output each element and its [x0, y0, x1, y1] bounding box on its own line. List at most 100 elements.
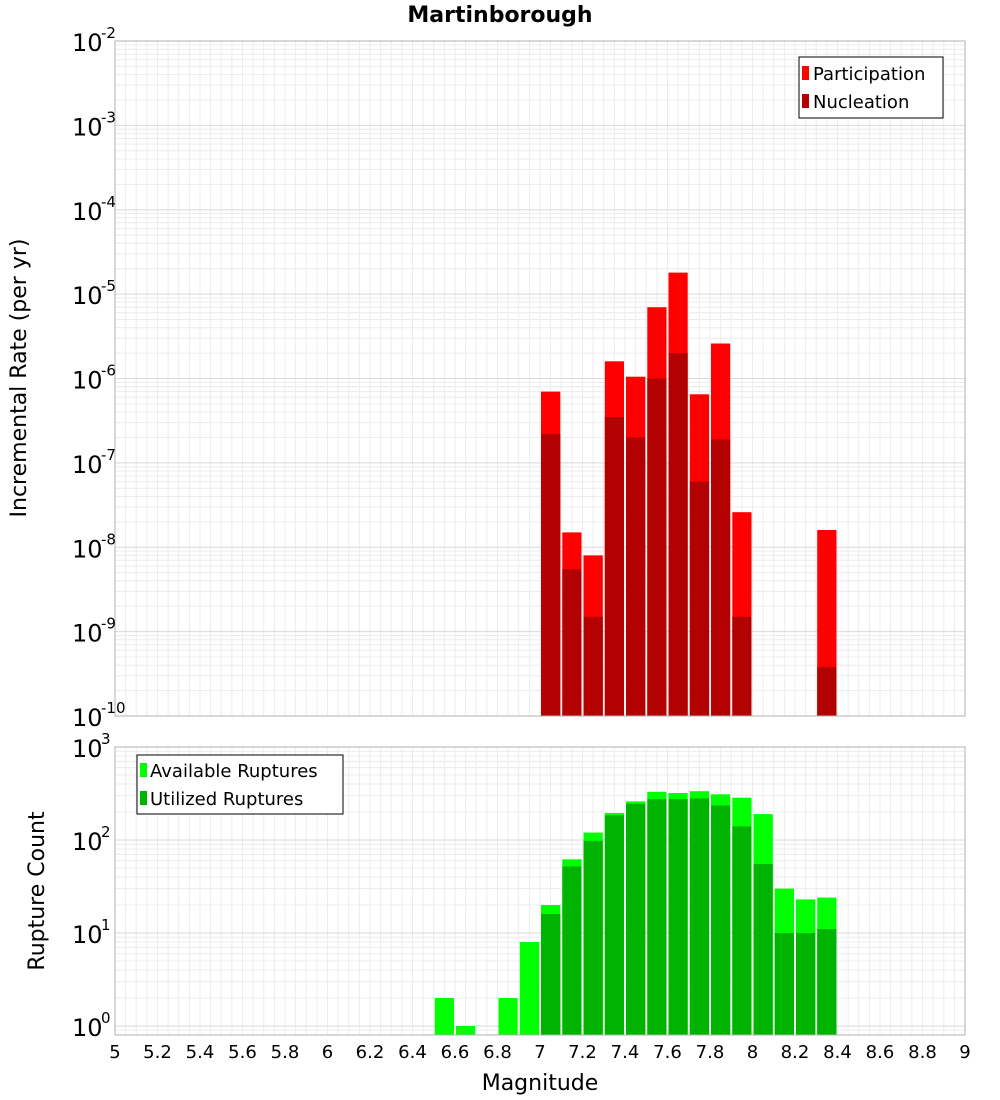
count-bar-utilized-ruptures — [604, 815, 624, 1035]
rate-y-tick-exponent: -8 — [101, 530, 116, 548]
x-tick-label: 8.4 — [823, 1042, 852, 1063]
rate-bar-nucleation — [604, 417, 624, 716]
rate-y-tick-exponent: -10 — [101, 699, 126, 717]
x-tick-label: 5.6 — [228, 1042, 257, 1063]
rate-legend: Participation Nucleation — [798, 56, 944, 119]
x-tick-label: 7.6 — [653, 1042, 682, 1063]
x-tick-label: 7.2 — [568, 1042, 597, 1063]
rate-legend-box — [798, 56, 944, 119]
rate-grid — [114, 40, 966, 717]
legend-swatch-participation — [802, 66, 809, 80]
count-bar-utilized-ruptures — [753, 864, 773, 1035]
count-y-tick-exponent: 2 — [101, 823, 111, 841]
x-tick-label: 6 — [322, 1042, 333, 1063]
x-tick-label: 6.4 — [398, 1042, 427, 1063]
rate-bars — [541, 272, 837, 716]
count-y-tick-label: 10 — [72, 735, 103, 763]
count-y-tick-exponent: 3 — [101, 730, 111, 748]
count-y-tick-label: 10 — [72, 921, 103, 949]
rate-bar-nucleation — [711, 439, 731, 716]
x-tick-label: 9 — [959, 1042, 970, 1063]
count-bar-available-ruptures — [519, 942, 540, 1035]
count-bar-utilized-ruptures — [647, 799, 667, 1035]
count-y-tick-label: 10 — [72, 828, 103, 856]
rate-bar-nucleation — [817, 667, 837, 716]
count-legend-box — [136, 754, 344, 815]
rate-y-tick-label: 10 — [72, 29, 103, 57]
legend-swatch-nucleation — [802, 94, 809, 108]
count-bar-utilized-ruptures — [541, 914, 561, 1035]
rate-bar-nucleation — [626, 437, 646, 716]
rate-y-tick-exponent: -7 — [101, 446, 116, 464]
x-tick-label: 5.8 — [271, 1042, 300, 1063]
count-bar-utilized-ruptures — [796, 933, 816, 1035]
x-tick-label: 6.8 — [483, 1042, 512, 1063]
count-bar-utilized-ruptures — [817, 929, 837, 1035]
count-bar-utilized-ruptures — [562, 866, 582, 1035]
x-tick-label: 8.2 — [781, 1042, 810, 1063]
x-tick-label: 6.2 — [356, 1042, 385, 1063]
count-bar-utilized-ruptures — [668, 799, 688, 1035]
x-ticks: 5 5.2 5.4 5.6 5.8 6 6.2 6.4 6.6 6.8 7 7.2 7.4 7.6 7.8 8… — [109, 1042, 970, 1063]
rate-y-tick-exponent: -5 — [101, 277, 116, 295]
count-bar-utilized-ruptures — [583, 840, 603, 1035]
count-y-tick-exponent: 0 — [101, 1009, 111, 1027]
rate-bar-nucleation — [562, 569, 582, 716]
x-tick-label: 7.4 — [611, 1042, 640, 1063]
rate-bar-nucleation — [732, 616, 752, 716]
rate-y-tick-exponent: -4 — [101, 193, 116, 211]
rate-y-tick-exponent: -9 — [101, 615, 116, 633]
count-y-tick-label: 10 — [72, 1014, 103, 1042]
legend-label-participation: Participation — [813, 64, 925, 85]
rate-plot-frame — [114, 40, 966, 717]
x-tick-label: 8.8 — [908, 1042, 937, 1063]
x-axis-label: Magnitude — [482, 1071, 599, 1096]
chart-title: Martinborough — [407, 3, 592, 28]
rate-y-tick-label: 10 — [72, 451, 103, 479]
rate-bar-nucleation — [647, 378, 667, 716]
rate-y-tick-label: 10 — [72, 704, 103, 732]
count-bar-utilized-ruptures — [711, 805, 731, 1035]
count-bar-available-ruptures — [498, 998, 518, 1035]
legend-label-utilized: Utilized Ruptures — [150, 789, 303, 810]
rate-y-tick-label: 10 — [72, 198, 103, 226]
count-y-axis-label: Rupture Count — [25, 811, 50, 971]
count-legend: Available Ruptures Utilized Ruptures — [136, 754, 344, 815]
rate-bar-nucleation — [689, 481, 710, 716]
legend-swatch-available — [140, 763, 147, 777]
count-bar-utilized-ruptures — [626, 803, 646, 1035]
x-tick-label: 5.2 — [143, 1042, 172, 1063]
legend-label-nucleation: Nucleation — [813, 92, 909, 113]
rate-y-tick-label: 10 — [72, 282, 103, 310]
count-bar-utilized-ruptures — [689, 798, 710, 1035]
x-tick-label: 7 — [534, 1042, 545, 1063]
x-tick-label: 6.6 — [441, 1042, 470, 1063]
rate-bar-nucleation — [583, 616, 603, 716]
x-tick-label: 7.8 — [696, 1042, 725, 1063]
x-tick-label: 5.4 — [186, 1042, 215, 1063]
count-y-tick-exponent: 1 — [101, 916, 111, 934]
count-plot-frame — [114, 746, 966, 1036]
rate-y-tick-label: 10 — [72, 113, 103, 141]
count-bar-utilized-ruptures — [774, 933, 794, 1035]
x-tick-label: 5 — [109, 1042, 120, 1063]
count-bar-available-ruptures — [456, 1026, 476, 1035]
rate-y-tick-label: 10 — [72, 620, 103, 648]
rate-y-tick-label: 10 — [72, 367, 103, 395]
legend-swatch-utilized — [140, 791, 147, 805]
rate-y-tick-exponent: -6 — [101, 362, 116, 380]
count-bar-utilized-ruptures — [732, 826, 752, 1035]
count-bar-available-ruptures — [434, 998, 454, 1035]
x-tick-label: 8.6 — [866, 1042, 895, 1063]
rate-y-tick-exponent: -3 — [101, 108, 116, 126]
rate-y-tick-label: 10 — [72, 535, 103, 563]
legend-label-available: Available Ruptures — [150, 761, 318, 782]
count-bars — [434, 791, 837, 1035]
rate-bar-nucleation — [541, 434, 561, 716]
rate-y-tick-exponent: -2 — [101, 24, 116, 42]
